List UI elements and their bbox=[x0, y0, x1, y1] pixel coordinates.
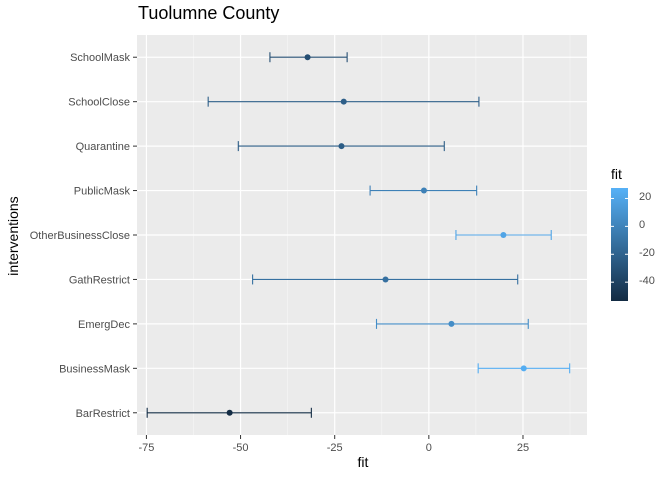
fit-point bbox=[226, 409, 233, 416]
legend-tick-label: -40 bbox=[639, 275, 655, 288]
y-tick-label: BarRestrict bbox=[76, 408, 130, 420]
legend-ticks bbox=[611, 197, 628, 283]
y-tick-label: BusinessMask bbox=[59, 363, 130, 375]
fit-point bbox=[420, 187, 427, 194]
fit-point bbox=[520, 365, 527, 372]
y-tick-label: PublicMask bbox=[74, 186, 131, 198]
fit-point bbox=[382, 276, 389, 283]
legend-colorbar bbox=[611, 188, 628, 301]
legend-title: fit bbox=[611, 166, 622, 182]
y-tick-label: OtherBusinessClose bbox=[30, 230, 130, 242]
fit-point bbox=[448, 320, 455, 327]
legend-tick-label: 0 bbox=[639, 219, 646, 232]
y-tick-label: GathRestrict bbox=[69, 274, 130, 286]
y-tick-label: Quarantine bbox=[76, 141, 130, 153]
fit-point bbox=[340, 98, 347, 105]
x-tick-label: -50 bbox=[233, 442, 249, 454]
y-tick-label: EmergDec bbox=[78, 319, 130, 331]
fit-point bbox=[338, 143, 345, 150]
x-tick-label: -75 bbox=[138, 442, 154, 454]
x-tick-label: 25 bbox=[517, 442, 529, 454]
y-axis-title: interventions bbox=[5, 196, 21, 276]
x-axis-title: fit bbox=[357, 454, 369, 470]
fit-point bbox=[304, 54, 311, 61]
y-tick-label: SchoolMask bbox=[70, 52, 130, 64]
legend-tick-label: -20 bbox=[639, 247, 655, 260]
legend-tick-label: 20 bbox=[639, 191, 652, 204]
x-tick-label: 0 bbox=[426, 442, 432, 454]
y-tick-label: SchoolClose bbox=[68, 97, 130, 109]
x-tick-label: -25 bbox=[327, 442, 343, 454]
chart-title: Tuolumne County bbox=[138, 3, 280, 23]
axis-layer: -75 -50 -25 0 25 SchoolMask SchoolClose Quarant… bbox=[30, 52, 529, 454]
fit-point bbox=[500, 232, 507, 238]
mark-layer bbox=[146, 52, 571, 418]
